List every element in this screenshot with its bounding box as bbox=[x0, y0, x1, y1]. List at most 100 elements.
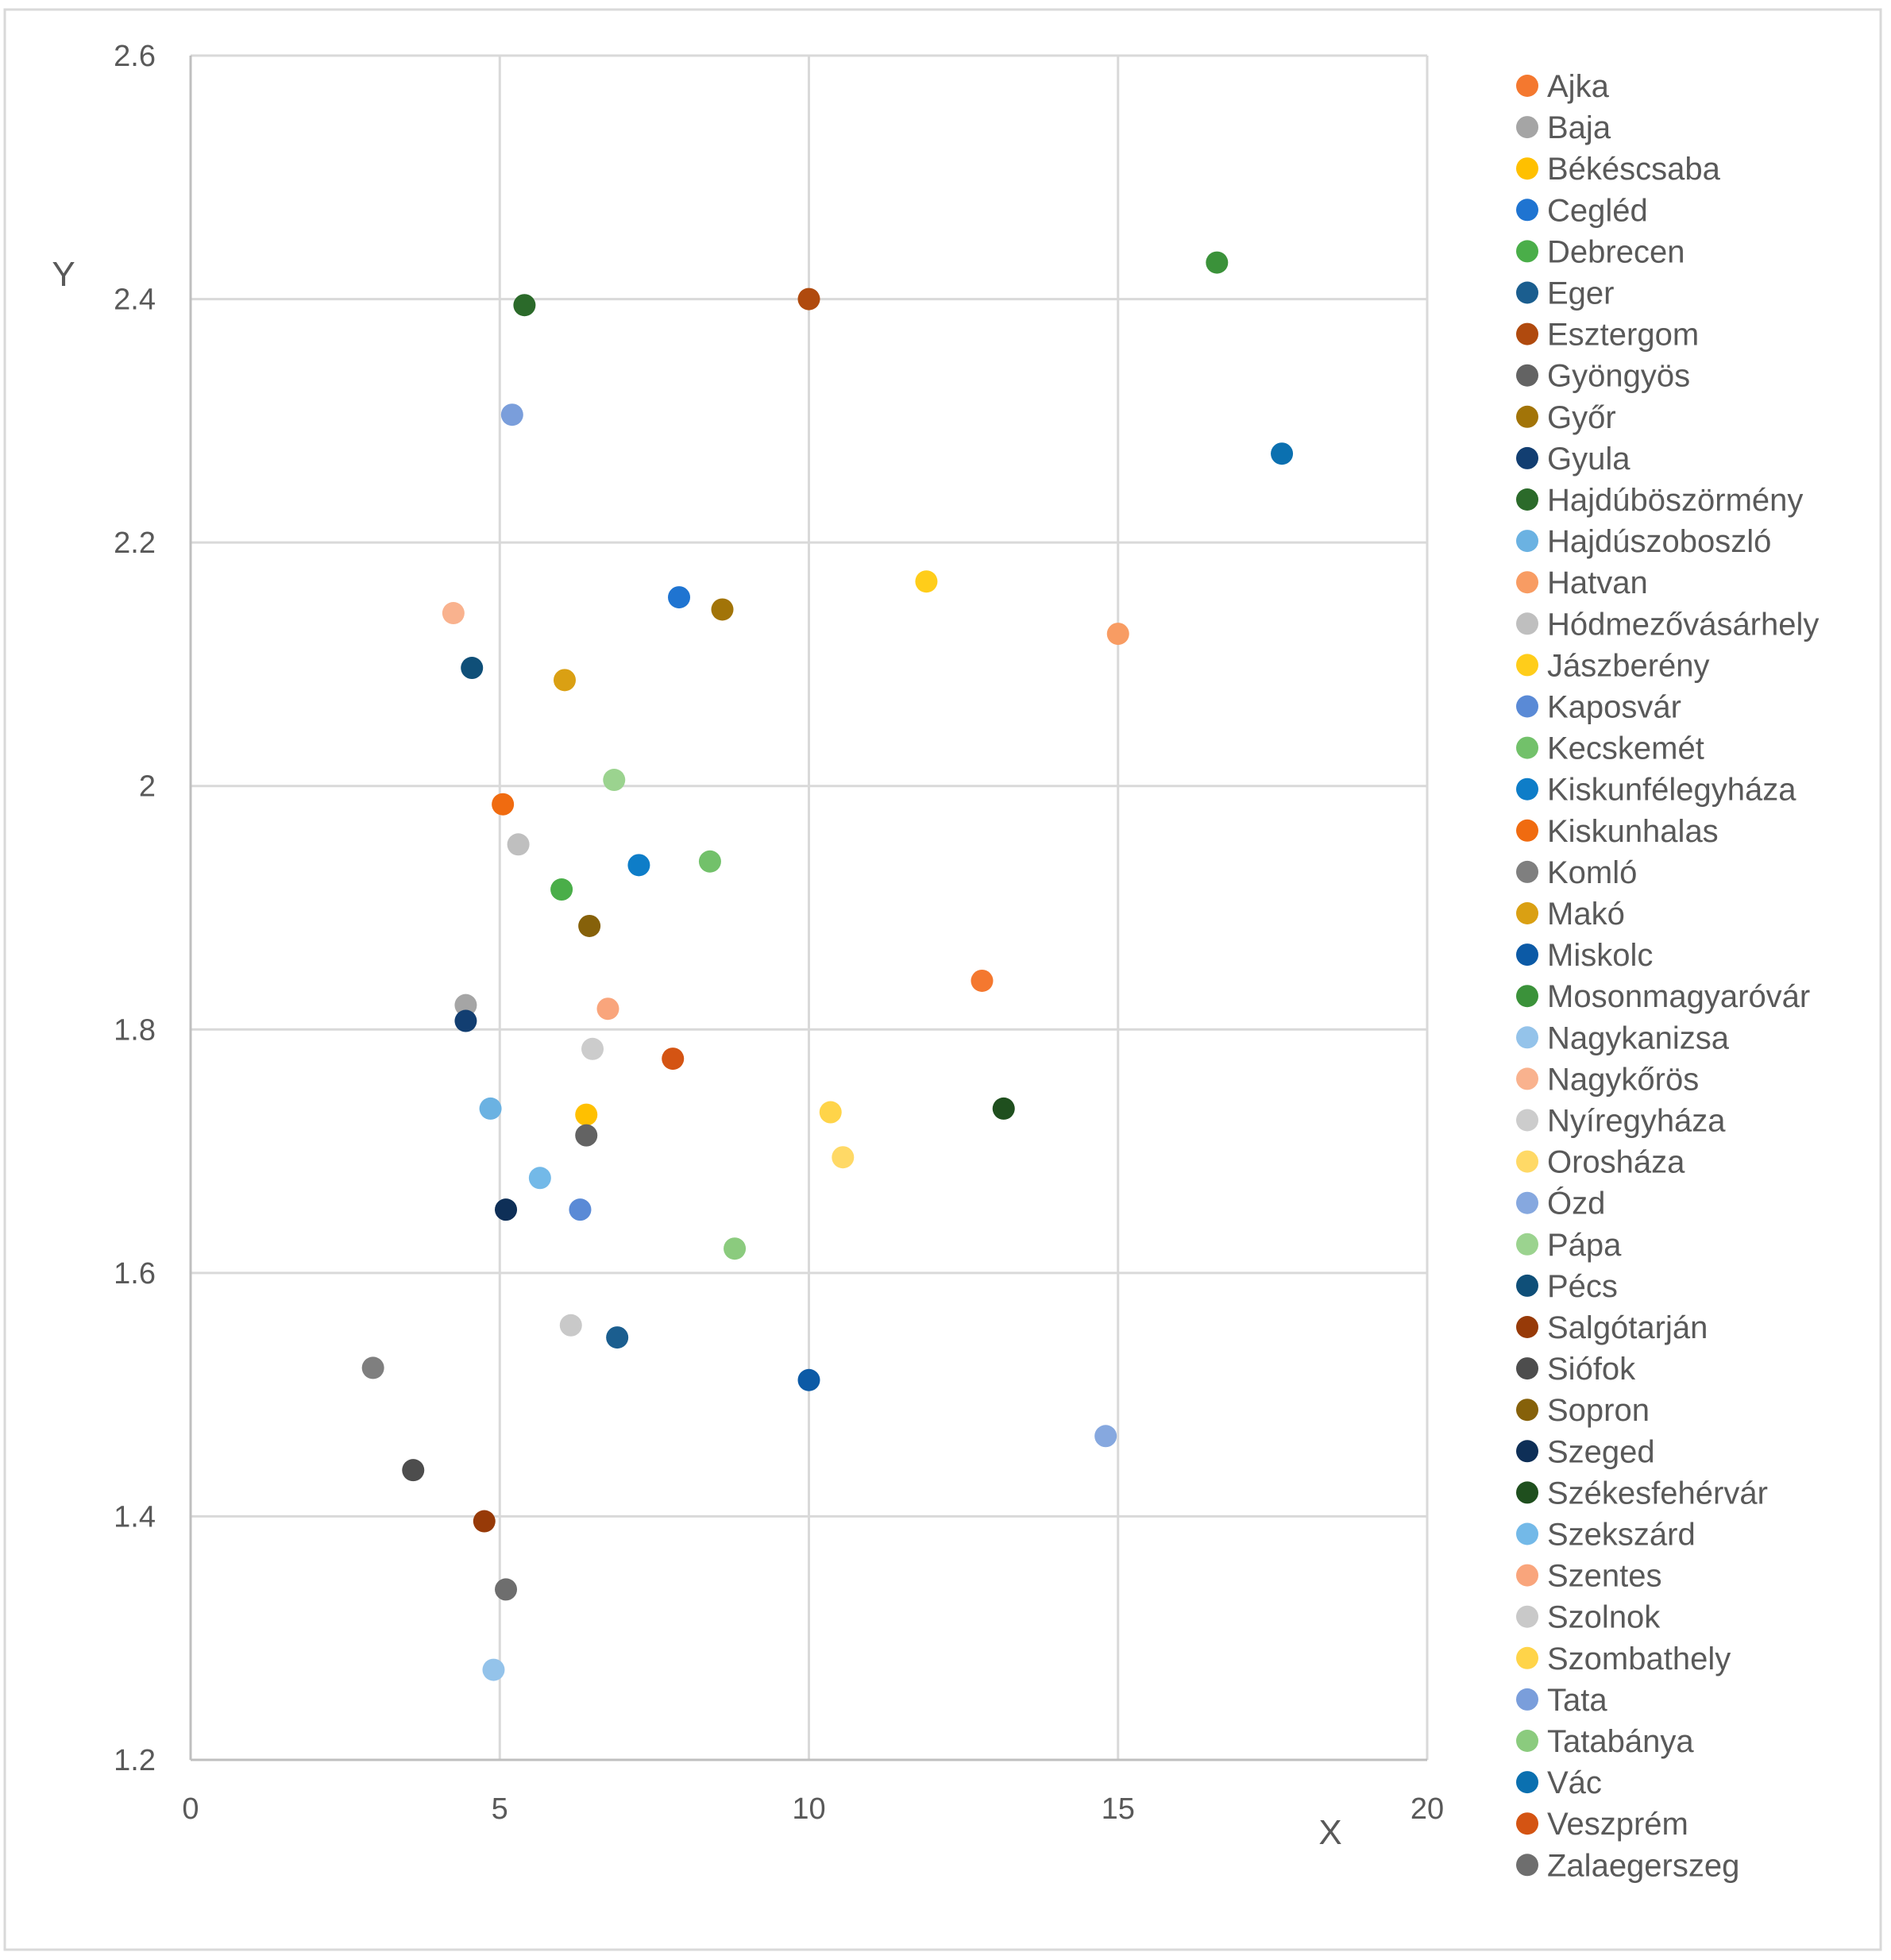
legend-marker-8 bbox=[1516, 405, 1538, 428]
legend-label-1: Baja bbox=[1547, 110, 1611, 145]
x-tick-label-0: 0 bbox=[182, 1792, 199, 1826]
point-34 bbox=[992, 1097, 1015, 1120]
legend-label-38: Szombathely bbox=[1547, 1642, 1731, 1676]
legend-marker-22 bbox=[1516, 985, 1538, 1008]
legend-label-13: Hódmezővásárhely bbox=[1547, 607, 1819, 642]
y-tick-label-3: 1.8 bbox=[114, 1013, 156, 1047]
point-28 bbox=[603, 769, 626, 792]
y-tick-label-5: 2.2 bbox=[114, 527, 156, 560]
legend-marker-37 bbox=[1516, 1605, 1538, 1628]
legend-label-34: Székesfehérvár bbox=[1547, 1476, 1768, 1511]
point-7 bbox=[575, 1124, 598, 1147]
point-35 bbox=[528, 1167, 551, 1190]
y-tick-label-7: 2.6 bbox=[114, 40, 156, 73]
point-1 bbox=[454, 994, 477, 1017]
legend-marker-18 bbox=[1516, 819, 1538, 842]
legend-marker-35 bbox=[1516, 1522, 1538, 1545]
legend: Ajka Baja Békéscsaba Cegléd Debrecen Eger Eszt… bbox=[1516, 69, 1819, 1883]
point-24 bbox=[442, 602, 465, 625]
point-12 bbox=[1106, 623, 1129, 646]
point-6 bbox=[797, 287, 820, 311]
legend-label-40: Tatabánya bbox=[1547, 1724, 1694, 1759]
legend-label-21: Miskolc bbox=[1547, 938, 1653, 973]
point-4 bbox=[550, 878, 573, 901]
x-tick-label-1: 5 bbox=[492, 1792, 508, 1826]
legend-marker-20 bbox=[1516, 902, 1538, 924]
legend-label-29: Pécs bbox=[1547, 1269, 1618, 1304]
x-tick-label-3: 15 bbox=[1102, 1792, 1135, 1826]
legend-label-39: Tata bbox=[1547, 1683, 1607, 1718]
legend-label-42: Veszprém bbox=[1547, 1807, 1688, 1842]
data-points bbox=[361, 251, 1294, 1681]
point-29 bbox=[461, 657, 484, 680]
legend-marker-10 bbox=[1516, 488, 1538, 511]
point-36 bbox=[596, 997, 619, 1021]
legend-marker-38 bbox=[1516, 1646, 1538, 1669]
legend-marker-27 bbox=[1516, 1191, 1538, 1214]
legend-label-31: Siófok bbox=[1547, 1352, 1636, 1387]
chart-border bbox=[3, 8, 1882, 1951]
point-13 bbox=[507, 833, 530, 856]
y-tick-label-4: 2 bbox=[139, 770, 156, 804]
legend-label-19: Komló bbox=[1547, 855, 1637, 890]
legend-label-26: Orosháza bbox=[1547, 1145, 1685, 1180]
point-30 bbox=[473, 1510, 496, 1533]
x-tick-label-4: 20 bbox=[1411, 1792, 1444, 1826]
point-17 bbox=[627, 854, 650, 877]
point-23 bbox=[482, 1658, 505, 1681]
legend-marker-33 bbox=[1516, 1440, 1538, 1463]
legend-label-14: Jászberény bbox=[1547, 648, 1710, 683]
legend-marker-29 bbox=[1516, 1274, 1538, 1297]
legend-label-28: Pápa bbox=[1547, 1228, 1622, 1263]
legend-label-30: Salgótarján bbox=[1547, 1310, 1708, 1345]
legend-marker-24 bbox=[1516, 1067, 1538, 1090]
legend-label-32: Sopron bbox=[1547, 1393, 1650, 1428]
legend-label-4: Debrecen bbox=[1547, 234, 1685, 269]
point-16 bbox=[698, 850, 721, 873]
point-39 bbox=[500, 403, 523, 426]
legend-label-22: Mosonmagyaróvár bbox=[1547, 979, 1810, 1014]
y-axis-tick-labels: 1.2 1.4 1.6 1.8 2 2.2 2.4 2.6 bbox=[114, 40, 156, 1777]
legend-marker-40 bbox=[1516, 1730, 1538, 1752]
legend-label-16: Kecskemét bbox=[1547, 731, 1704, 766]
y-tick-label-6: 2.4 bbox=[114, 284, 156, 317]
legend-label-0: Ajka bbox=[1547, 69, 1610, 104]
legend-marker-5 bbox=[1516, 281, 1538, 304]
point-11 bbox=[479, 1097, 502, 1120]
legend-marker-1 bbox=[1516, 116, 1538, 139]
point-40 bbox=[724, 1237, 747, 1260]
legend-marker-23 bbox=[1516, 1026, 1538, 1049]
legend-marker-25 bbox=[1516, 1109, 1538, 1132]
legend-label-33: Szeged bbox=[1547, 1434, 1655, 1469]
legend-marker-41 bbox=[1516, 1771, 1538, 1794]
point-26 bbox=[832, 1146, 855, 1169]
y-tick-label-2: 1.6 bbox=[114, 1257, 156, 1291]
legend-marker-31 bbox=[1516, 1357, 1538, 1380]
legend-label-17: Kiskunfélegyháza bbox=[1547, 773, 1796, 808]
legend-label-20: Makó bbox=[1547, 897, 1625, 932]
legend-label-2: Békéscsaba bbox=[1547, 152, 1721, 187]
legend-label-27: Ózd bbox=[1547, 1186, 1605, 1221]
legend-label-7: Gyöngyös bbox=[1547, 359, 1690, 394]
point-33 bbox=[495, 1198, 518, 1221]
legend-label-18: Kiskunhalas bbox=[1547, 814, 1719, 849]
legend-label-10: Hajdúböszörmény bbox=[1547, 483, 1803, 518]
legend-marker-32 bbox=[1516, 1399, 1538, 1422]
point-8 bbox=[711, 598, 734, 621]
legend-marker-7 bbox=[1516, 364, 1538, 387]
legend-marker-11 bbox=[1516, 530, 1538, 553]
legend-label-36: Szentes bbox=[1547, 1559, 1662, 1594]
point-20 bbox=[553, 669, 576, 692]
legend-label-12: Hatvan bbox=[1547, 565, 1648, 600]
legend-marker-6 bbox=[1516, 322, 1538, 345]
legend-marker-39 bbox=[1516, 1688, 1538, 1711]
legend-label-6: Esztergom bbox=[1547, 318, 1699, 353]
legend-label-24: Nagykőrös bbox=[1547, 1062, 1699, 1097]
legend-label-41: Vác bbox=[1547, 1765, 1602, 1800]
point-10 bbox=[513, 294, 536, 317]
point-18 bbox=[492, 793, 515, 816]
axes bbox=[189, 56, 1427, 1761]
legend-marker-43 bbox=[1516, 1854, 1538, 1877]
legend-label-8: Győr bbox=[1547, 400, 1616, 435]
point-38 bbox=[819, 1101, 842, 1124]
